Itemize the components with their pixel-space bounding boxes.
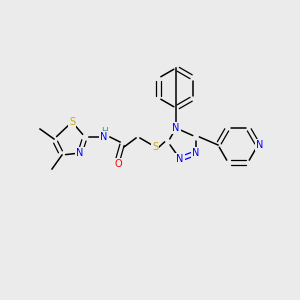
Text: N: N [176,154,184,164]
Text: N: N [76,148,84,158]
Text: N: N [100,132,108,142]
Text: H: H [100,128,107,136]
Text: S: S [69,117,75,127]
Text: O: O [114,159,122,169]
Text: S: S [152,142,158,152]
Text: N: N [256,140,264,150]
Text: N: N [192,148,200,158]
Text: N: N [172,123,180,133]
